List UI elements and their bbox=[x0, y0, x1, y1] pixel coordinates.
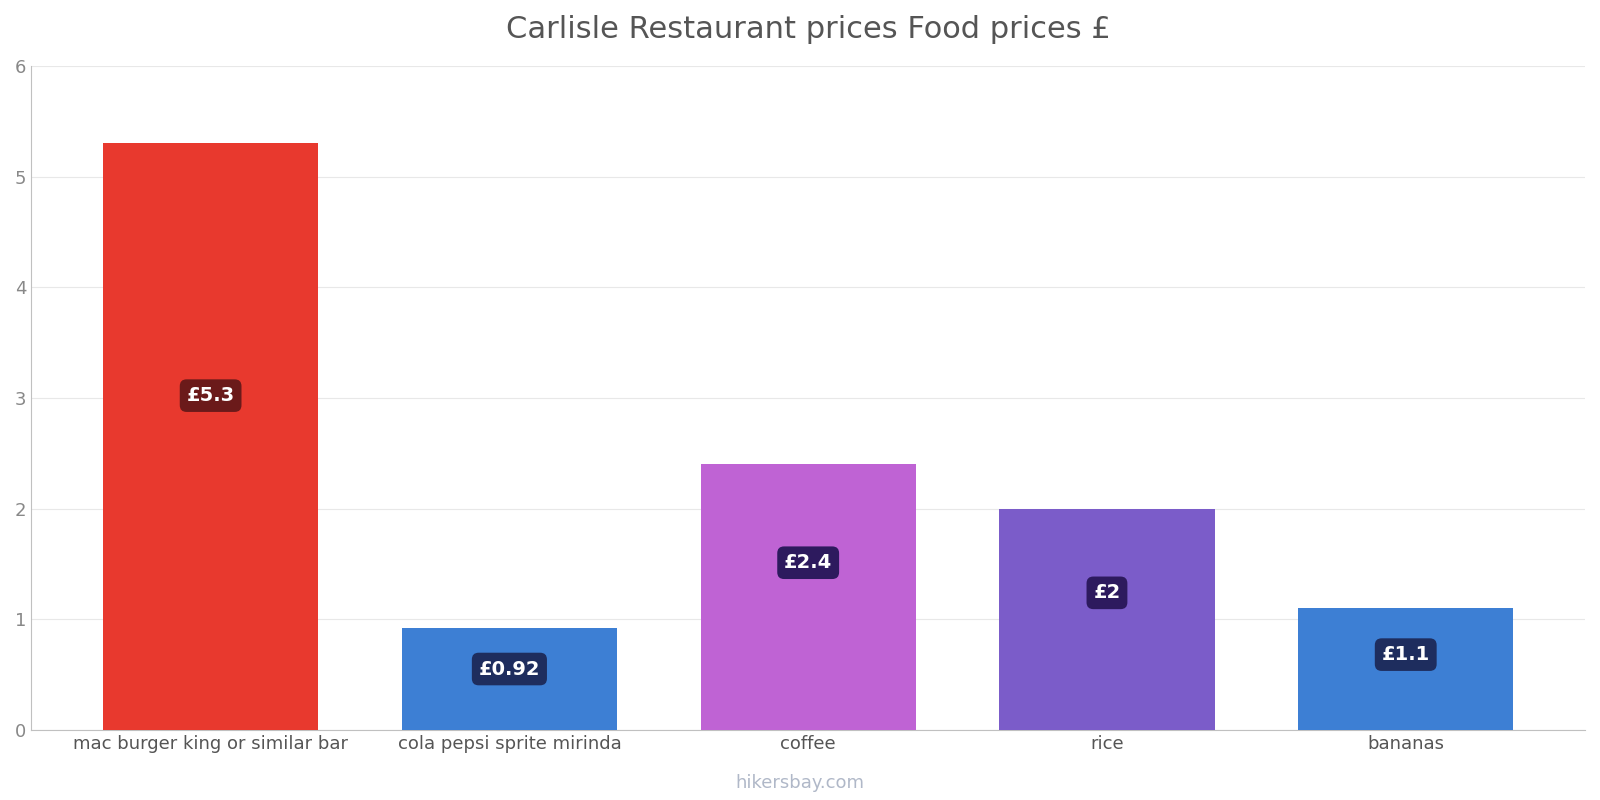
Bar bbox=[402, 628, 618, 730]
Bar bbox=[1298, 608, 1514, 730]
Text: hikersbay.com: hikersbay.com bbox=[736, 774, 864, 792]
Text: £2.4: £2.4 bbox=[784, 554, 832, 572]
Bar bbox=[1000, 509, 1214, 730]
Bar bbox=[701, 464, 915, 730]
Bar bbox=[102, 143, 318, 730]
Text: £5.3: £5.3 bbox=[187, 386, 235, 405]
Text: £0.92: £0.92 bbox=[478, 659, 541, 678]
Text: £2: £2 bbox=[1093, 583, 1120, 602]
Text: £1.1: £1.1 bbox=[1382, 645, 1430, 664]
Title: Carlisle Restaurant prices Food prices £: Carlisle Restaurant prices Food prices £ bbox=[506, 15, 1110, 44]
